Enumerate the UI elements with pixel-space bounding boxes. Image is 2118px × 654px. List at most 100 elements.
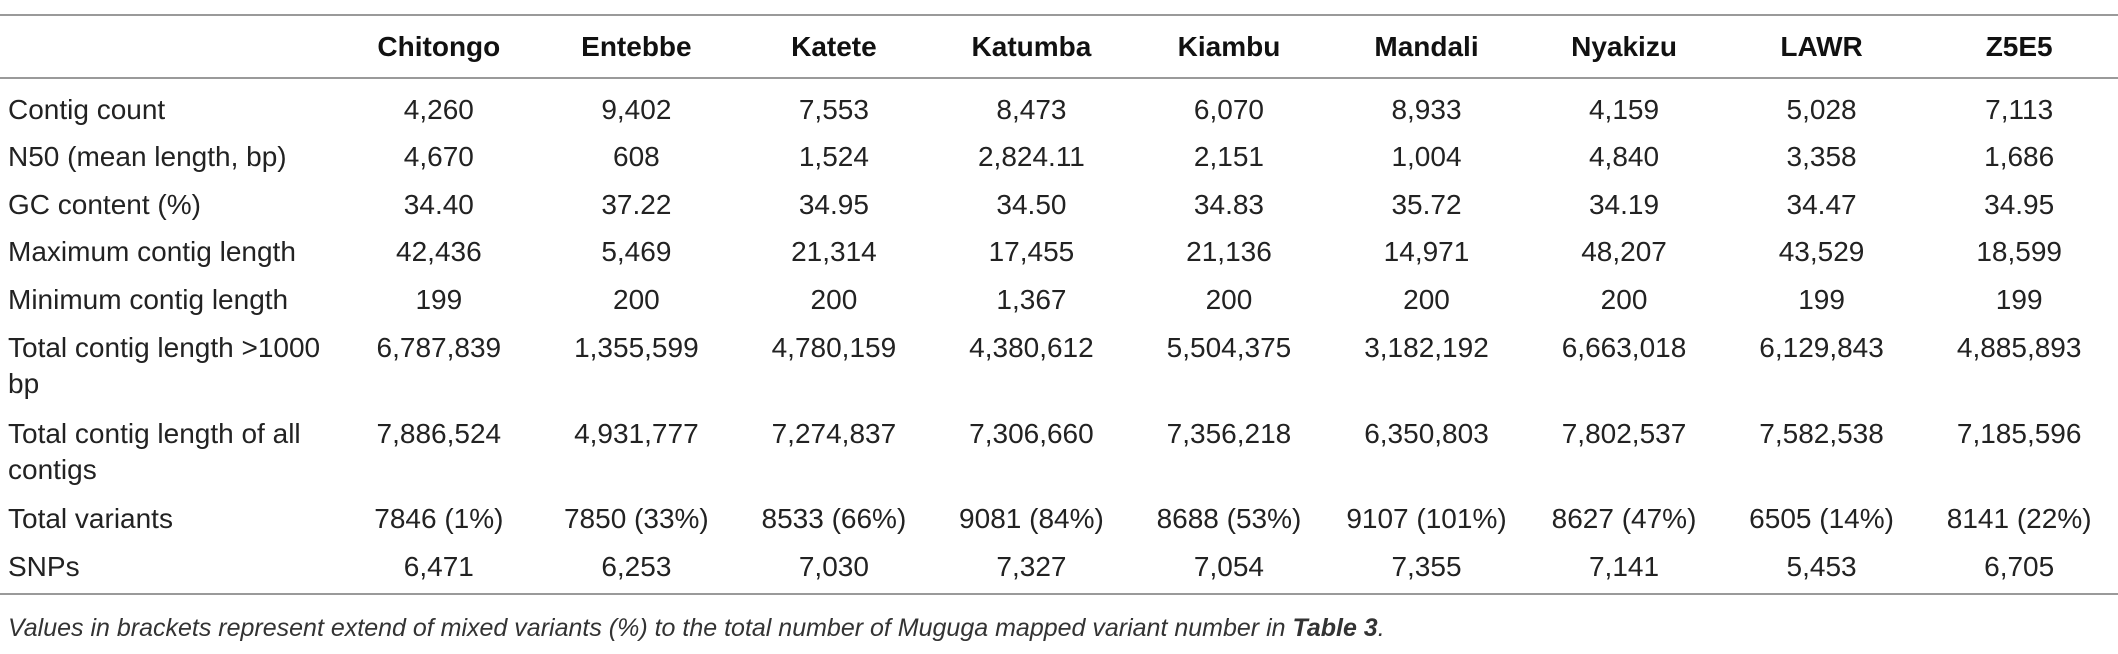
table-cell: 4,260	[403, 94, 474, 125]
table-cell: 35.72	[1391, 188, 1462, 220]
column-header-chitongo: Chitongo	[340, 14, 538, 79]
column-header-z5e5: Z5E5	[1920, 14, 2118, 79]
row-label: Minimum contig length	[8, 283, 289, 315]
table-cell: 21,136	[1186, 236, 1272, 267]
row-label: Total contig length of all contigs	[8, 418, 301, 485]
table-cell: 7850 (33%)	[563, 503, 709, 534]
table-row: GC content (%) 34.40 37.22 34.95 34.50 3…	[0, 182, 2118, 230]
table-cell: 6,253	[537, 543, 736, 595]
table-row: Total contig length >1000 bp 6,787,839 1…	[0, 324, 2118, 410]
table-cell: 9107 (101%)	[1346, 503, 1507, 534]
table-cell: 6,070	[1193, 94, 1264, 125]
table-cell: 4,931,777	[574, 418, 699, 449]
table-row: Total variants 7846 (1%) 7850 (33%) 8533…	[0, 496, 2118, 544]
table-row: Total contig length of all contigs 7,886…	[0, 410, 2118, 496]
table-cell: 7,886,524	[376, 418, 502, 449]
table-cell: 34.40	[403, 188, 474, 220]
table-cell: 1,524	[798, 141, 869, 172]
row-label: Maximum contig length	[8, 236, 296, 267]
column-header-empty	[0, 14, 341, 79]
table-cell: 7846 (1%)	[374, 503, 504, 534]
table-cell: 200	[810, 283, 858, 315]
table-cell: 608	[613, 141, 660, 172]
table-row: Contig count 4,260 9,402 7,553 8,473 6,0…	[0, 78, 2118, 134]
table-cell: 4,780,159	[771, 332, 897, 363]
table-cell: 6,471	[340, 543, 538, 595]
table-cell: 8,473	[996, 94, 1067, 125]
table-cell: 2,151	[1193, 141, 1264, 172]
table-cell: 5,504,375	[1166, 332, 1292, 363]
data-table: Chitongo Entebbe Katete Katumba Kiambu M…	[0, 14, 2118, 595]
table-cell: 7,185,596	[1956, 418, 2082, 449]
row-label: GC content (%)	[8, 188, 201, 220]
column-header-mandali: Mandali	[1327, 14, 1526, 79]
table-cell: 200	[1205, 283, 1253, 315]
table-cell: 6,129,843	[1759, 332, 1884, 363]
column-header-lawr: LAWR	[1722, 14, 1921, 79]
row-label: Total contig length >1000 bp	[8, 332, 321, 399]
table-cell: 8141 (22%)	[1946, 503, 2092, 534]
table-footnote: Values in brackets represent extend of m…	[8, 614, 1385, 643]
row-label: Contig count	[8, 94, 166, 125]
table-cell: 34.83	[1193, 188, 1264, 220]
table-cell: 34.19	[1588, 188, 1660, 220]
table-cell: 5,028	[1786, 94, 1857, 125]
table-cell: 7,141	[1525, 543, 1723, 595]
table-cell: 1,367	[996, 283, 1067, 315]
table-cell: 6505 (14%)	[1749, 503, 1894, 534]
table-cell: 199	[415, 283, 463, 315]
table-cell: 7,802,537	[1561, 418, 1687, 449]
table-cell: 6,663,018	[1561, 332, 1687, 363]
table-cell: 5,453	[1722, 543, 1921, 595]
table-cell: 8688 (53%)	[1156, 503, 1302, 534]
table-cell: 9,402	[601, 94, 672, 125]
footnote-end: .	[1377, 614, 1385, 642]
footnote-text: Values in brackets represent extend of m…	[8, 614, 1293, 642]
table-cell: 34.95	[798, 188, 869, 220]
table-cell: 34.50	[996, 188, 1067, 220]
column-header-kiambu: Kiambu	[1130, 14, 1328, 79]
row-label: N50 (mean length, bp)	[8, 141, 287, 172]
table-cell: 7,030	[735, 543, 933, 595]
table-cell: 1,686	[1984, 141, 2055, 172]
table-cell: 48,207	[1581, 236, 1667, 267]
table-row: Minimum contig length 199 200 200 1,367 …	[0, 277, 2118, 325]
table-cell: 7,582,538	[1759, 418, 1884, 449]
table-cell: 7,306,660	[969, 418, 1094, 449]
row-label: SNPs	[0, 543, 341, 595]
table-cell: 8533 (66%)	[761, 503, 907, 534]
table-cell: 7,054	[1130, 543, 1328, 595]
table-cell: 1,004	[1391, 141, 1462, 172]
table-cell: 6,350,803	[1364, 418, 1489, 449]
header-row: Chitongo Entebbe Katete Katumba Kiambu M…	[0, 14, 2118, 79]
row-label: Total variants	[8, 503, 173, 534]
table-cell: 43,529	[1778, 236, 1865, 267]
table-cell: 3,182,192	[1364, 332, 1489, 363]
table-cell: 18,599	[1976, 236, 2062, 267]
table-cell: 34.95	[1984, 188, 2055, 220]
table-cell: 4,885,893	[1956, 332, 2082, 363]
column-header-katete: Katete	[735, 14, 933, 79]
column-header-nyakizu: Nyakizu	[1525, 14, 1723, 79]
table-cell: 199	[1798, 283, 1845, 315]
table-cell: 7,327	[932, 543, 1131, 595]
table-cell: 199	[1995, 283, 2043, 315]
table-cell: 6,787,839	[376, 332, 502, 363]
table-cell: 7,355	[1327, 543, 1526, 595]
table-cell: 34.47	[1786, 188, 1857, 220]
table-cell: 2,824.11	[977, 141, 1085, 172]
table-cell: 9081 (84%)	[959, 503, 1104, 534]
table-cell: 1,355,599	[574, 332, 699, 363]
table-cell: 7,113	[1985, 94, 2054, 125]
table-cell: 3,358	[1786, 141, 1857, 172]
table-cell: 7,274,837	[771, 418, 897, 449]
table-cell: 200	[1600, 283, 1648, 315]
table-cell: 8,933	[1391, 94, 1462, 125]
table-cell: 8627 (47%)	[1551, 503, 1697, 534]
table-cell: 4,380,612	[969, 332, 1094, 363]
table-cell: 4,840	[1588, 141, 1660, 172]
column-header-entebbe: Entebbe	[537, 14, 736, 79]
table-cell: 200	[613, 283, 660, 315]
table-cell: 37.22	[601, 188, 672, 220]
